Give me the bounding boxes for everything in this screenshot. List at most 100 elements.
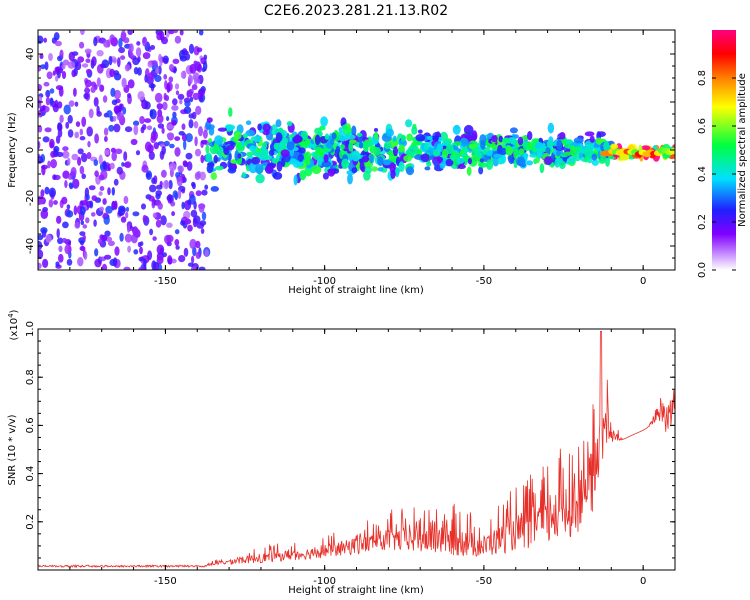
- heatmap-blob: [124, 233, 133, 243]
- heatmap-blob: [523, 141, 529, 148]
- heatmap-blob: [377, 156, 384, 166]
- heatmap-blob: [67, 174, 73, 180]
- heatmap-blob: [369, 154, 374, 164]
- heatmap-blob: [166, 132, 175, 139]
- x-tick-label: -150: [154, 276, 177, 287]
- heatmap-blob: [40, 64, 46, 70]
- heatmap-blob: [91, 212, 96, 217]
- heatmap-blob: [275, 132, 283, 143]
- colorbar-ticks: 0.0 0.2 0.4 0.6 0.8: [697, 70, 736, 278]
- heatmap-blob: [398, 144, 405, 153]
- heatmap-blob: [52, 70, 56, 76]
- heatmap-blob: [128, 43, 134, 53]
- heatmap-blob: [517, 136, 524, 146]
- heatmap-blob: [79, 165, 85, 175]
- heatmap-blob: [65, 121, 70, 129]
- x-tick-label: -150: [154, 576, 177, 587]
- heatmap-blob: [393, 141, 398, 146]
- heatmap-blob: [113, 58, 117, 64]
- heatmap-blob: [88, 185, 96, 191]
- heatmap-blob: [82, 234, 86, 241]
- x-tick-label: 0: [640, 576, 646, 587]
- heatmap-blob: [199, 171, 206, 181]
- snr-frame: [37, 328, 676, 571]
- heatmap-blob: [104, 136, 108, 142]
- heatmap-blob: [44, 127, 52, 133]
- heatmap-blob: [121, 162, 125, 167]
- heatmap-blob: [44, 186, 50, 195]
- heatmap-blob: [40, 189, 45, 198]
- heatmap-blob: [118, 37, 123, 49]
- heatmap-blob: [187, 74, 193, 85]
- heatmap-blob: [452, 124, 461, 135]
- heatmap-blob: [186, 161, 193, 171]
- heatmap-blob: [38, 99, 42, 109]
- heatmap-blob: [199, 95, 204, 102]
- heatmap-blob: [152, 236, 157, 241]
- heatmap-blob: [205, 144, 210, 154]
- heatmap-blob: [180, 220, 186, 226]
- heatmap-blob: [44, 61, 49, 71]
- heatmap-blob: [142, 214, 147, 223]
- heatmap-blob: [174, 239, 180, 246]
- heatmap-blob: [297, 153, 304, 162]
- heatmap-blob: [195, 105, 202, 115]
- heatmap-blob: [109, 68, 115, 78]
- heatmap-blob: [180, 70, 187, 79]
- heatmap-blob: [68, 182, 73, 188]
- heatmap-blob: [41, 164, 48, 170]
- heatmap-blob: [149, 228, 154, 236]
- heatmap-blob: [93, 97, 99, 107]
- heatmap-blob: [390, 169, 396, 179]
- heatmap-blob: [94, 133, 99, 144]
- heatmap-blob: [186, 90, 191, 99]
- heatmap-blob: [417, 129, 423, 134]
- heatmap-blob: [191, 255, 195, 264]
- y-tick-label: -40: [25, 238, 36, 254]
- heatmap-blob: [66, 258, 73, 266]
- heatmap-blob: [42, 136, 50, 143]
- heatmap-blob: [193, 200, 197, 210]
- heatmap-blob: [154, 92, 163, 103]
- heatmap-blob: [214, 145, 219, 154]
- y-tick-label: 1.0: [25, 321, 36, 337]
- heatmap-blob: [102, 95, 108, 103]
- heatmap-blob: [591, 159, 599, 166]
- heatmap-blob: [56, 215, 62, 224]
- heatmap-blob: [341, 158, 350, 169]
- heatmap-blob: [351, 150, 361, 162]
- heatmap-blob: [113, 178, 119, 186]
- heatmap-blob: [52, 174, 57, 181]
- heatmap-blob: [125, 206, 130, 212]
- heatmap-blob: [166, 234, 174, 243]
- heatmap-blob: [53, 145, 60, 153]
- heatmap-blob: [539, 163, 545, 174]
- heatmap-blob: [163, 140, 170, 147]
- colorbar-tick-label: 0.2: [697, 214, 708, 230]
- heatmap-blob: [85, 194, 90, 201]
- heatmap-blob: [241, 172, 247, 178]
- heatmap-blob: [106, 110, 113, 118]
- heatmap-blob: [293, 174, 298, 186]
- heatmap-blob: [304, 151, 312, 161]
- heatmap-blob: [88, 108, 94, 119]
- heatmap-blob: [96, 50, 104, 57]
- heatmap-blob: [205, 152, 213, 163]
- x-tick-label: -50: [476, 576, 492, 587]
- heatmap-blob: [382, 159, 392, 166]
- heatmap-blob: [62, 146, 69, 152]
- heatmap-blob: [174, 83, 180, 90]
- heatmap-blob: [193, 60, 198, 66]
- heatmap-blob: [507, 137, 516, 143]
- heatmap-blob: [93, 159, 99, 167]
- heatmap-blob: [373, 147, 381, 156]
- heatmap-blob: [67, 114, 73, 124]
- heatmap-blob: [163, 92, 167, 101]
- heatmap-blob: [237, 142, 242, 151]
- heatmap-blob: [148, 151, 155, 161]
- heatmap-blob: [74, 131, 80, 139]
- heatmap-blob: [127, 79, 135, 89]
- heatmap-blob: [103, 212, 109, 218]
- heatmap-blob: [595, 137, 603, 145]
- heatmap-blob: [479, 158, 485, 163]
